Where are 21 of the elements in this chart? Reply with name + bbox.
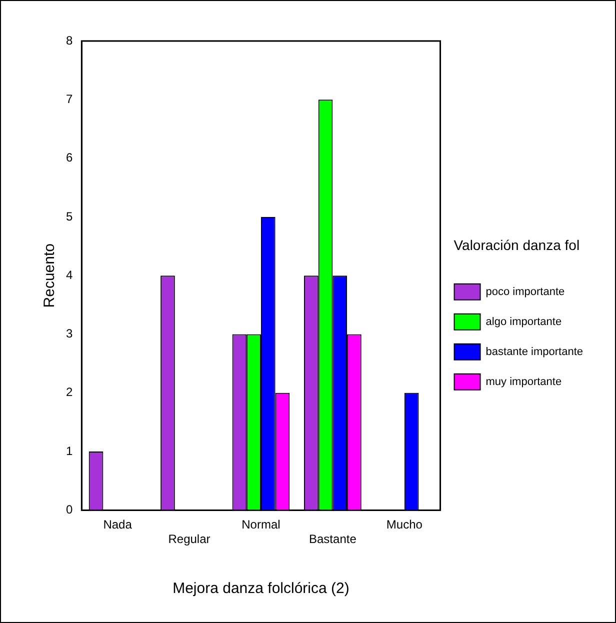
x-tick-label: Normal (242, 518, 280, 532)
x-tick-label: Regular (168, 532, 210, 546)
y-tick-label: 2 (66, 385, 73, 400)
legend-label: bastante importante (486, 346, 584, 358)
y-tick-label: 1 (66, 444, 73, 458)
x-axis-title: Mejora danza folclórica (2) (172, 580, 350, 598)
y-tick-label: 4 (66, 268, 73, 282)
legend-label: algo importante (486, 316, 562, 328)
y-tick-label: 6 (66, 150, 73, 165)
y-tick-label: 5 (66, 209, 73, 224)
y-tick-label: 7 (66, 92, 73, 106)
y-axis-title: Recuento (41, 243, 58, 308)
y-tick-label: 0 (66, 502, 73, 517)
legend-label: muy importante (486, 376, 562, 388)
x-tick-label: Bastante (309, 532, 357, 546)
x-tick-label: Mucho (386, 518, 423, 532)
y-tick-label: 3 (66, 326, 73, 341)
legend-label: poco importante (486, 286, 565, 298)
y-tick-label: 8 (66, 33, 73, 48)
legend-title: Valoración danza fol (454, 236, 580, 253)
x-tick-label: Nada (103, 518, 132, 532)
